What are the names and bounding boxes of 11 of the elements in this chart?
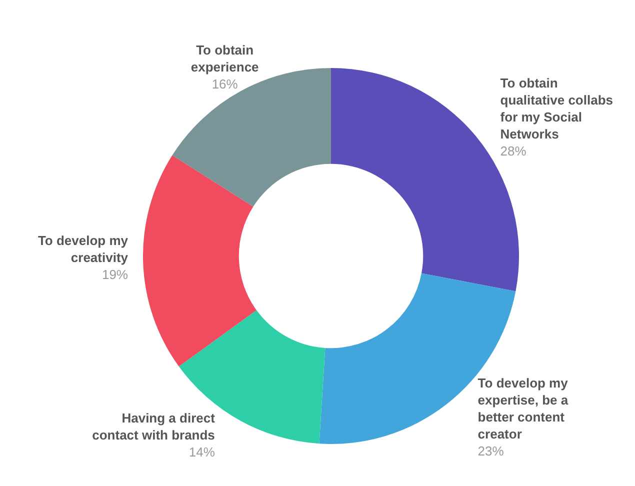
data-label: 23%: [478, 443, 504, 458]
donut-slice: [143, 155, 256, 367]
data-label: 19%: [102, 267, 128, 282]
data-label: 14%: [188, 444, 216, 460]
data-label: 16%: [212, 76, 238, 92]
slice-label: To develop my creativity: [38, 233, 129, 266]
slice-label: Having a direct contact with brands: [92, 410, 216, 443]
slice-label: To develop my expertise, be a better content creator: [478, 375, 569, 442]
data-label: 28%: [500, 144, 527, 159]
slice-label: To obtain experience: [190, 42, 259, 74]
slice-label: To obtain qualitative collabs for my Social Networks: [500, 76, 614, 142]
